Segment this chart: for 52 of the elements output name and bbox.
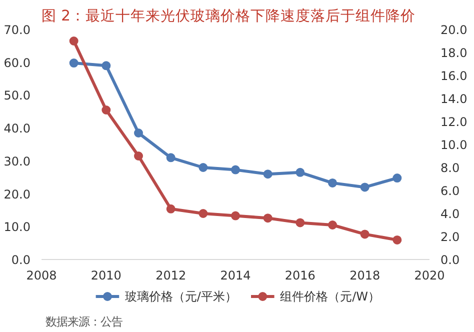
point [166,204,176,214]
point [392,235,402,244]
point [328,178,337,188]
point [231,165,240,174]
x-tick-label: 2008 [26,268,57,282]
y2-tick-label: 12.0 [440,115,468,129]
x-tick-label: 2018 [350,268,380,282]
point [231,211,240,220]
point [134,152,143,160]
x-tick-label: 2020 [414,268,445,282]
y2-tick-label: 8.0 [440,161,460,175]
point [328,220,337,230]
y2-tick-label: 20.0 [440,23,468,37]
y2-tick-label: 2.0 [440,230,460,244]
point [69,58,78,68]
point [102,106,111,114]
y-tick-label: 40.0 [4,122,30,136]
y-tick-label: 30.0 [4,154,30,168]
point [296,218,305,228]
legend-label: 组件价格（元/W） [280,290,380,304]
y2-tick-label: 14.0 [440,92,468,106]
point [296,168,305,177]
point [198,209,208,218]
y2-tick-label: 10.0 [440,138,468,152]
point [198,163,208,172]
y-tick-label: 0.0 [11,253,31,267]
point [263,214,272,223]
y2-tick-label: 0.0 [440,253,460,267]
x-tick-label: 2016 [284,268,316,282]
y-tick-label: 10.0 [4,220,30,234]
point [263,170,272,179]
x-tick-label: 2014 [220,268,251,282]
y2-tick-label: 16.0 [440,69,468,83]
y-tick-label: 60.0 [4,56,30,70]
point [134,128,143,138]
y2-tick-label: 6.0 [440,184,460,198]
y-tick-label: 50.0 [4,88,30,103]
point [392,174,402,183]
legend-label: 玻璃价格（元/平米） [124,290,237,304]
y-tick-label: 70.0 [4,23,30,37]
source-note: 数据来源：公告 [46,314,122,328]
point [360,182,370,192]
point [69,36,78,46]
y2-tick-label: 18.0 [440,46,468,60]
y2-tick-label: 4.0 [440,207,460,221]
y-tick-label: 20.0 [4,187,30,202]
point [360,230,370,239]
x-tick-label: 2012 [156,268,186,282]
chart-title: 图 2：最近十年来光伏玻璃价格下降速度落后于组件降价 [42,8,416,24]
point [166,153,176,162]
x-tick-label: 2010 [90,268,122,282]
point [102,61,111,70]
